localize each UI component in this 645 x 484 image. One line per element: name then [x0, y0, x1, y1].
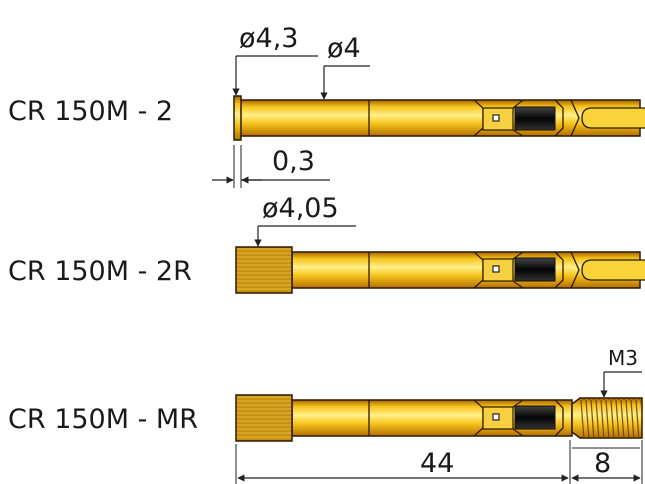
model-label-1: CR 150M - 2	[8, 96, 173, 127]
model-label-3: CR 150M - MR	[8, 404, 198, 435]
probe-cr150m-2: CR 150M - 2 ø4,3 ø4 0,3	[8, 23, 645, 188]
probe-cr150m-mr: CR 150M - MR M3 44 8	[8, 346, 643, 484]
dim-thread: M3	[608, 346, 638, 370]
dim-body-length: 44	[420, 448, 454, 479]
model-label-2: CR 150M - 2R	[8, 256, 192, 287]
dim-head-diameter: ø4,3	[239, 23, 298, 54]
probe-cr150m-2r: CR 150M - 2R ø4,05	[8, 193, 645, 294]
dim-shaft-diameter: ø4	[327, 33, 361, 64]
dim-head-length: 0,3	[272, 146, 315, 177]
dim-thread-length: 8	[594, 448, 611, 479]
dim-head-diameter-2r: ø4,05	[262, 193, 339, 224]
